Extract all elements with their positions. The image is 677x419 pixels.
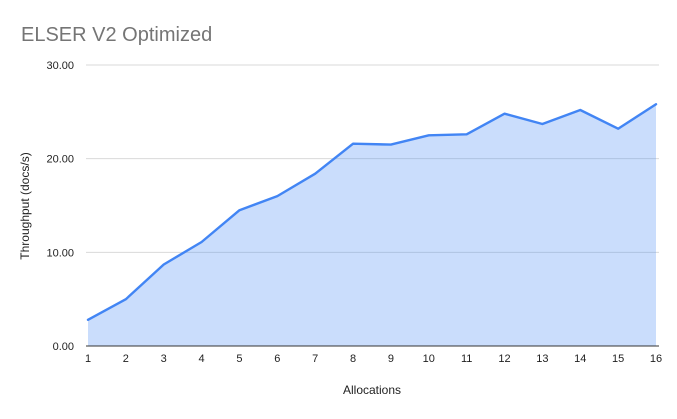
y-tick-label-30.00: 30.00 [46, 60, 74, 72]
x-tick-label-12: 12 [498, 353, 510, 365]
x-tick-label-1: 1 [85, 353, 91, 365]
x-tick-label-14: 14 [574, 353, 586, 365]
x-tick-label-6: 6 [274, 353, 280, 365]
x-tick-label-13: 13 [536, 353, 548, 365]
x-tick-label-11: 11 [461, 353, 472, 365]
y-tick-label-0.00: 0.00 [53, 341, 74, 353]
x-tick-label-8: 8 [350, 353, 356, 365]
y-tick-label-20.00: 20.00 [46, 154, 74, 166]
x-tick-label-4: 4 [199, 353, 205, 365]
x-tick-label-15: 15 [612, 353, 624, 365]
x-axis-title: Allocations [342, 383, 402, 397]
x-tick-label-2: 2 [123, 353, 129, 365]
x-tick-label-16: 16 [650, 353, 662, 365]
x-tick-label-9: 9 [388, 353, 394, 365]
series-line [86, 103, 658, 321]
y-tick-label-10.00: 10.00 [46, 247, 74, 259]
chart-title: ELSER V2 Optimized [21, 24, 213, 46]
x-tick-label-10: 10 [423, 353, 435, 365]
x-tick-label-7: 7 [312, 353, 318, 365]
x-tick-label-5: 5 [236, 353, 242, 365]
x-tick-label-3: 3 [161, 353, 167, 365]
area-fill [88, 104, 656, 346]
